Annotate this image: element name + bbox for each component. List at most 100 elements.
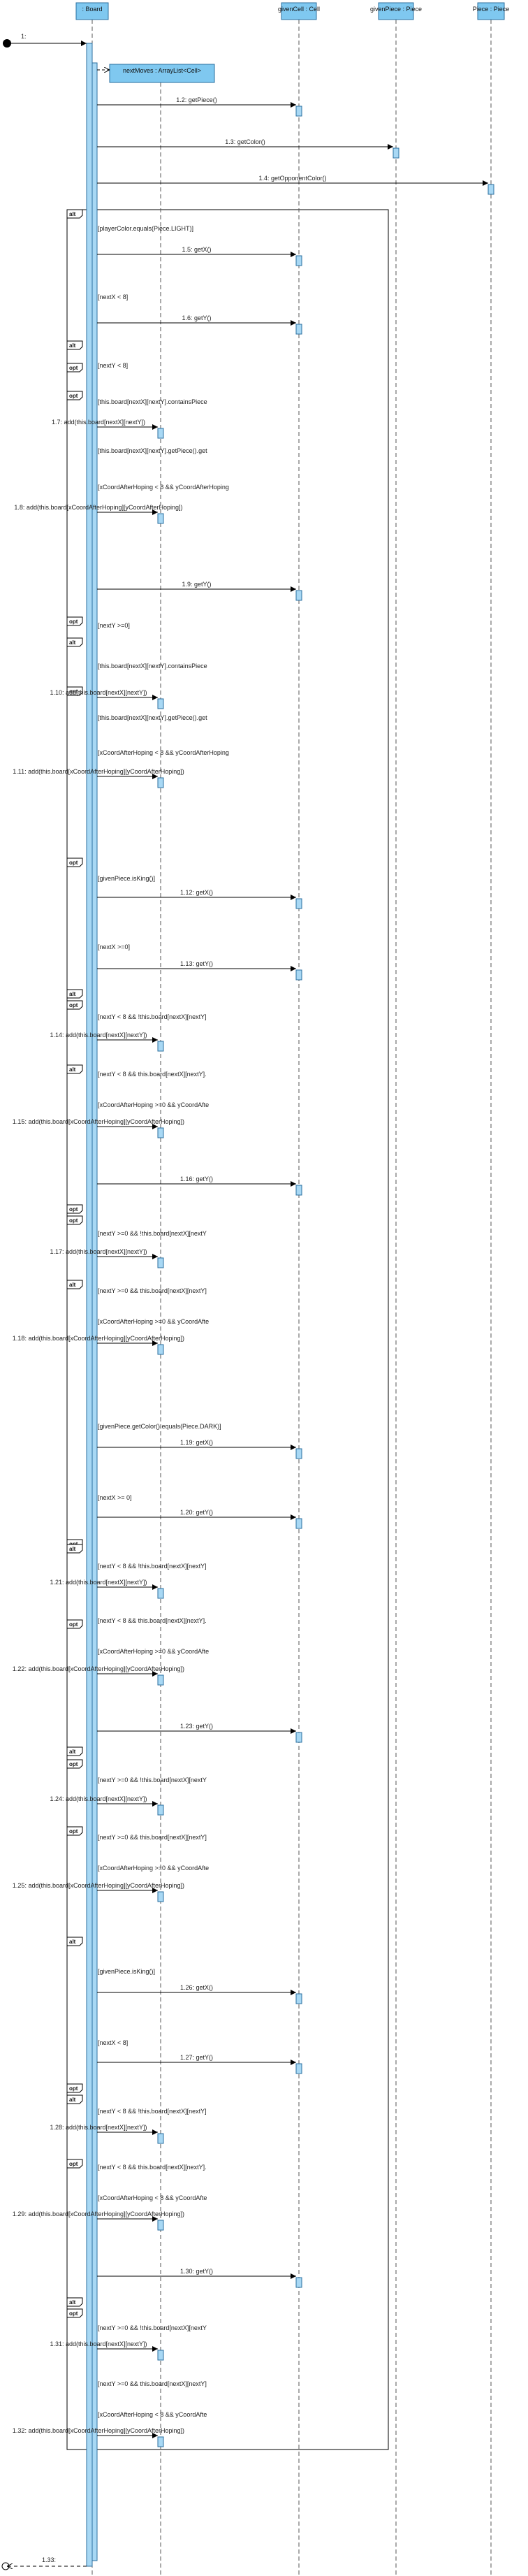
lifeline-label-2: givenCell : Cell [278, 6, 320, 13]
fragment-0-operator: alt [69, 211, 76, 217]
message-5-label: 1.6: getY() [182, 314, 211, 321]
activation-14 [157, 1127, 164, 1138]
fragment-1-operator: opt [69, 365, 78, 371]
board-activation-nested [91, 62, 98, 2561]
fragment-11-tag [66, 1204, 83, 1214]
fragment-21-tag [66, 2083, 83, 2093]
fragment-19-operator: opt [69, 1828, 78, 1835]
fragment-18-operator: opt [69, 1761, 78, 1767]
fragment-17-operator: alt [69, 1749, 76, 1755]
guard-31: [nextY >=0 && !this.board[nextX][nextY [98, 2324, 207, 2331]
fragment-11-operator: opt [69, 1206, 78, 1213]
fragment-16-operator: opt [69, 1621, 78, 1628]
activation-5 [295, 324, 302, 335]
guard-30: [xCoordAfterHoping < 8 && yCoordAfte [98, 2194, 207, 2201]
activation-6 [157, 428, 164, 439]
fragment-6-operator: opt [69, 688, 78, 695]
activation-25 [295, 1993, 302, 2004]
activation-24 [157, 1891, 164, 1902]
fragment-5-tag [66, 637, 83, 647]
activation-8 [295, 590, 302, 601]
message-20-label: 1.21: add(this.board[nextX][nextY]) [50, 1579, 147, 1586]
lifeline-label-1: nextMoves : ArrayList<Cell> [123, 67, 201, 74]
fragment-8-operator: alt [69, 991, 76, 997]
activation-31 [157, 2436, 164, 2447]
guard-26: [givenPiece.isKing()] [98, 1968, 155, 1975]
activation-20 [157, 1588, 164, 1599]
message-26-label: 1.27: getY() [180, 2054, 213, 2061]
activation-16 [157, 1257, 164, 1268]
guard-20: [nextY < 8 && !this.board[nextX][nextY] [98, 1563, 207, 1570]
fragment-21-operator: opt [69, 2085, 78, 2092]
fragment-25-operator: opt [69, 2310, 78, 2317]
message-28-label: 1.29: add(this.board[xCoordAfterHoping][… [13, 2210, 184, 2217]
guard-33: [xCoordAfterHoping < 8 && yCoordAfte [98, 2411, 207, 2418]
activation-19 [295, 1518, 302, 1529]
activation-2 [393, 147, 399, 159]
message-30-label: 1.31: add(this.board[nextX][nextY]) [50, 2340, 147, 2347]
message-18-label: 1.19: getX() [180, 1439, 213, 1446]
fragment-3-operator: opt [69, 393, 78, 399]
message-24-label: 1.25: add(this.board[xCoordAfterHoping][… [13, 1882, 184, 1889]
fragment-4-tag [66, 616, 83, 626]
activation-12 [295, 969, 302, 981]
guard-10: [givenPiece.isKing()] [98, 875, 155, 882]
message-6-label: 1.7: add(this.board[nextX][nextY]) [52, 419, 145, 426]
activation-26 [295, 2063, 302, 2074]
fragment-outer [66, 209, 389, 2450]
guard-13: [nextY < 8 && this.board[nextX][nextY]. [98, 1071, 207, 1078]
fragment-10-tag [66, 1064, 83, 1074]
activation-13 [157, 1041, 164, 1052]
message-21-label: 1.22: add(this.board[xCoordAfterHoping][… [13, 1665, 184, 1672]
fragment-12-tag [66, 1215, 83, 1225]
message-1-label: 1: [21, 33, 27, 40]
message-23-label: 1.24: add(this.board[nextX][nextY]) [50, 1795, 147, 1802]
activation-4 [295, 255, 302, 266]
message-8-label: 1.9: getY() [182, 581, 211, 588]
fragment-9-operator: opt [69, 1002, 78, 1008]
activation-15 [295, 1185, 302, 1196]
guard-9: [xCoordAfterHoping < 8 && yCoordAfterHop… [98, 749, 229, 756]
message-33-label: 1.33: [42, 2556, 56, 2563]
fragment-9-tag [66, 1000, 83, 1010]
guard-8: [this.board[nextX][nextY].getPiece().get [98, 714, 207, 721]
lifeline-head-0 [75, 2, 109, 20]
fragment-15-operator: alt [69, 1546, 76, 1552]
activation-3 [487, 184, 494, 195]
message-17-label: 1.18: add(this.board[xCoordAfterHoping][… [13, 1335, 184, 1342]
fragment-20-operator: alt [69, 1939, 76, 1945]
fragment-23-tag [66, 2159, 83, 2169]
guard-5: [xCoordAfterHoping < 8 && yCoordAfterHop… [98, 484, 229, 491]
message-19-label: 1.20: getY() [180, 1509, 213, 1516]
message-11-label: 1.12: getX() [180, 889, 213, 896]
activation-9 [157, 698, 164, 709]
message-25-label: 1.26: getX() [180, 1984, 213, 1991]
fragment-25-tag [66, 2308, 83, 2318]
message-22-label: 1.23: getY() [180, 1723, 213, 1730]
fragment-18-tag [66, 1759, 83, 1769]
activation-7 [157, 513, 164, 524]
guard-27: [nextX < 8] [98, 2039, 128, 2046]
guard-22: [xCoordAfterHoping >=0 && yCoordAfte [98, 1648, 209, 1655]
guard-25: [xCoordAfterHoping >=0 && yCoordAfte [98, 1865, 209, 1872]
guard-12: [nextY < 8 && !this.board[nextX][nextY] [98, 1013, 207, 1020]
guard-11: [nextX >=0] [98, 943, 130, 950]
activation-1 [295, 106, 302, 117]
activation-11 [295, 898, 302, 909]
message-14-label: 1.15: add(this.board[xCoordAfterHoping][… [13, 1118, 184, 1125]
guard-32: [nextY >=0 && this.board[nextX][nextY] [98, 2380, 207, 2387]
activation-27 [157, 2133, 164, 2144]
message-1-label: 1.2: getPiece() [176, 96, 217, 103]
fragment-16-tag [66, 1619, 83, 1629]
lifeline-head-3 [378, 2, 414, 20]
fragment-5-operator: alt [69, 639, 76, 646]
message-31-label: 1.32: add(this.board[xCoordAfterHoping][… [13, 2427, 184, 2434]
guard-1: [nextX < 8] [98, 294, 128, 301]
activation-17 [157, 1344, 164, 1355]
message-12-label: 1.13: getY() [180, 960, 213, 967]
fragment-24-operator: alt [69, 2299, 76, 2306]
fragment-10-operator: alt [69, 1066, 76, 1073]
lifeline-label-4: Piece : Piece [473, 6, 510, 13]
found-message-start [3, 39, 11, 48]
guard-6: [nextY >=0] [98, 622, 130, 629]
